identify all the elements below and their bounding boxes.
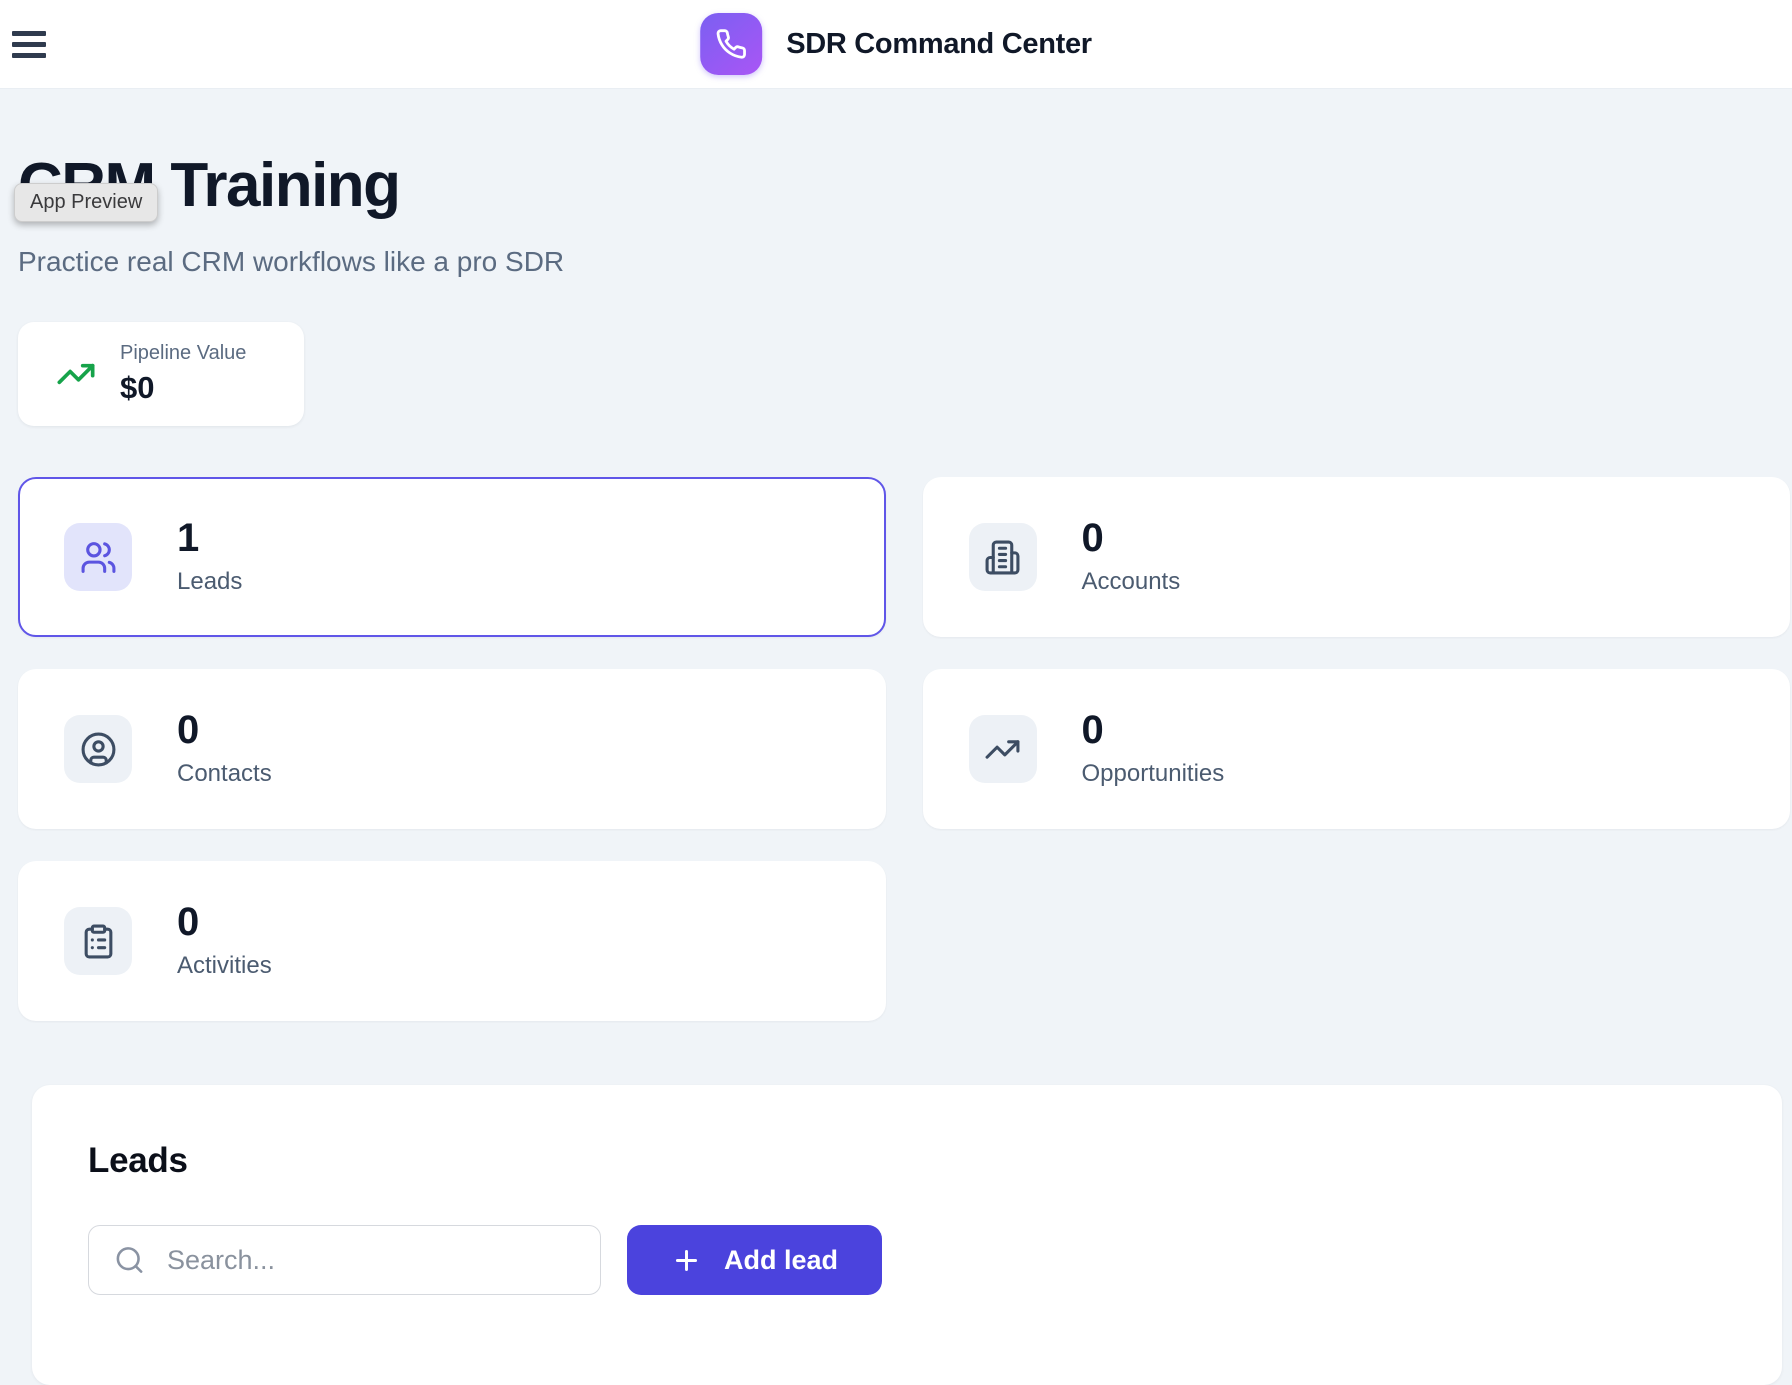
stat-label: Activities — [177, 952, 272, 980]
app-header: SDR Command Center — [0, 0, 1792, 89]
stat-count: 0 — [1081, 516, 1104, 561]
app-preview-badge: App Preview — [14, 183, 159, 222]
stat-card-opportunities[interactable]: 0 Opportunities — [922, 669, 1790, 830]
stat-label: Opportunities — [1081, 760, 1225, 788]
pipeline-value-amount: $0 — [120, 370, 155, 406]
circle-user-icon — [64, 715, 132, 784]
stat-count: 0 — [177, 900, 200, 945]
stat-label: Accounts — [1081, 568, 1181, 596]
search-input[interactable] — [88, 1225, 601, 1296]
search-icon — [114, 1245, 145, 1276]
building-icon — [968, 523, 1037, 592]
hamburger-menu-icon[interactable] — [12, 30, 46, 58]
stat-card-activities[interactable]: 0 Activities — [18, 861, 886, 1022]
main-content: CRM Training Practice real CRM workflows… — [0, 151, 1792, 1385]
plus-icon — [671, 1245, 702, 1276]
add-lead-button-label: Add lead — [724, 1244, 839, 1275]
pipeline-value-label: Pipeline Value — [120, 342, 247, 365]
page-subtitle: Practice real CRM workflows like a pro S… — [18, 246, 565, 278]
stat-count: 0 — [1081, 708, 1104, 753]
trending-up-icon — [968, 715, 1037, 784]
app-title: SDR Command Center — [786, 27, 1092, 60]
stat-count: 0 — [177, 708, 200, 753]
stat-label: Contacts — [177, 760, 272, 788]
pipeline-value-card: Pipeline Value $0 — [18, 322, 304, 427]
stat-label: Leads — [177, 568, 243, 596]
clipboard-icon — [64, 907, 132, 976]
stat-card-accounts[interactable]: 0 Accounts — [922, 477, 1790, 638]
leads-toolbar: Add lead — [88, 1225, 1726, 1296]
leads-panel: Leads Add lead — [32, 1085, 1782, 1385]
users-icon — [64, 523, 132, 592]
stat-card-leads[interactable]: 1 Leads — [18, 477, 886, 638]
search-box — [88, 1225, 601, 1296]
stats-grid: 1 Leads 0 Accounts 0 Contacts — [18, 477, 1790, 1022]
trending-up-icon — [56, 354, 96, 394]
stat-count: 1 — [177, 516, 200, 561]
phone-icon — [700, 13, 763, 75]
add-lead-button[interactable]: Add lead — [627, 1225, 883, 1296]
page-title: CRM Training — [18, 151, 401, 220]
app-brand: SDR Command Center — [700, 13, 1092, 75]
stat-card-contacts[interactable]: 0 Contacts — [18, 669, 886, 830]
leads-section-title: Leads — [88, 1141, 188, 1181]
